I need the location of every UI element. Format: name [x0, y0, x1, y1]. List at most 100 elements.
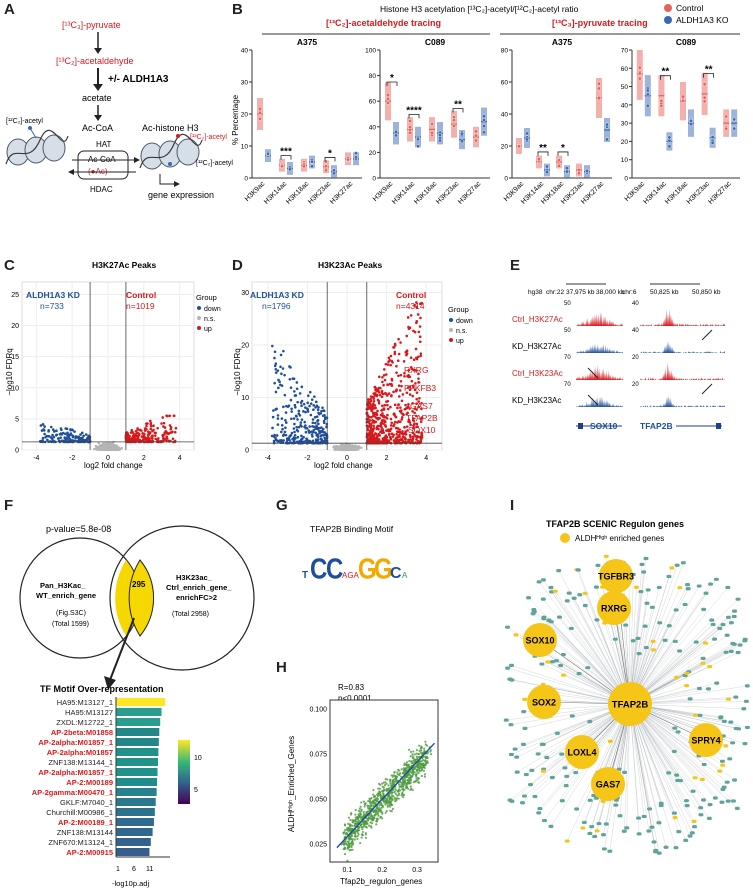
x-tick-label: -4 [33, 455, 39, 462]
point-ns [333, 448, 336, 451]
regulon-node [687, 697, 693, 701]
regulon-node [674, 773, 680, 777]
regulon-node [573, 770, 579, 775]
scatter-point [365, 826, 368, 829]
regulon-node [698, 813, 704, 817]
regulon-node [712, 637, 718, 641]
point-up [420, 432, 423, 436]
hub-label: SPRY4 [691, 736, 720, 746]
scatter-point [409, 781, 412, 784]
regulon-node [687, 834, 693, 838]
point-down [39, 424, 43, 427]
point-up [160, 422, 163, 425]
enriched-node [513, 633, 519, 637]
point [689, 122, 693, 126]
network-edge [629, 703, 679, 832]
point [605, 122, 609, 127]
scatter-point [356, 820, 360, 824]
scatter-point [377, 787, 380, 790]
regulon-node [624, 826, 630, 830]
point [324, 164, 328, 169]
regulon-node [721, 719, 727, 723]
point-up [404, 430, 407, 433]
enriched-node [692, 713, 698, 717]
regulon-node [522, 726, 528, 730]
point-up [417, 400, 420, 403]
point-up [395, 364, 398, 368]
point-up [400, 399, 404, 403]
scatter-point [404, 784, 407, 787]
point-up [368, 424, 372, 428]
panel-label-a: A [4, 1, 15, 18]
x-tick-label: 0 [106, 455, 110, 462]
point-down [277, 378, 280, 382]
point [645, 103, 650, 108]
point [667, 144, 672, 149]
network-edge [629, 703, 660, 854]
hub-node [565, 735, 599, 769]
scatter-point [429, 750, 432, 753]
point-up [383, 403, 387, 407]
point-down [313, 395, 316, 398]
regulon-node [708, 582, 714, 586]
point-ns [103, 448, 106, 451]
point-down [297, 412, 301, 416]
y-tick-label: 20 [369, 150, 377, 157]
legend-ko: ALDH1A3 KO [676, 15, 729, 25]
regulon-node [662, 638, 668, 642]
point-up [419, 316, 422, 320]
point-up [146, 434, 150, 437]
y-tick-label: 0.100 [309, 707, 327, 714]
regulon-node [725, 585, 731, 590]
point [724, 114, 729, 119]
point [732, 126, 737, 131]
regulon-node [693, 640, 699, 644]
regulon-node [635, 636, 641, 641]
x-tick-label: 4 [424, 455, 428, 462]
point-up [377, 440, 381, 443]
regulon-node [649, 605, 655, 609]
point [452, 124, 456, 128]
point-up [163, 426, 167, 429]
scatter-point [382, 789, 385, 792]
point-up [389, 363, 392, 367]
point-down [284, 433, 288, 437]
regulon-node [540, 597, 546, 601]
regulon-node [592, 834, 598, 839]
point-up [381, 380, 384, 384]
point-down [280, 423, 284, 427]
regulon-node [593, 585, 599, 589]
regulon-node [556, 569, 562, 573]
scatter-point [415, 752, 418, 755]
scatter-point [411, 753, 414, 756]
regulon-node [594, 618, 600, 622]
point [702, 95, 707, 100]
enriched-node [650, 639, 656, 643]
enriched-node [651, 648, 657, 652]
point-down [283, 393, 287, 397]
point-down [284, 411, 288, 414]
point [452, 118, 456, 123]
scatter-point [367, 804, 370, 807]
tf-bar [116, 818, 154, 826]
regulon-node [663, 845, 669, 849]
regulon-node [734, 806, 740, 810]
point-up [162, 439, 165, 442]
point-up [415, 320, 419, 323]
network-edge [629, 599, 739, 705]
panel-c-legend-ns: n.s. [204, 316, 215, 323]
scatter-point [366, 810, 369, 813]
point-up [373, 394, 377, 397]
sig-marker: ** [539, 143, 547, 154]
legend-ko-swatch [664, 16, 672, 24]
point-down [271, 344, 274, 348]
regulon-node [658, 801, 664, 805]
network-edge [629, 703, 723, 803]
regulon-node [728, 649, 734, 654]
point-up [134, 430, 138, 433]
point-up [407, 419, 411, 423]
point-up [152, 424, 155, 428]
scatter-point [416, 756, 419, 759]
regulon-node [587, 798, 593, 802]
point-up [396, 359, 400, 362]
